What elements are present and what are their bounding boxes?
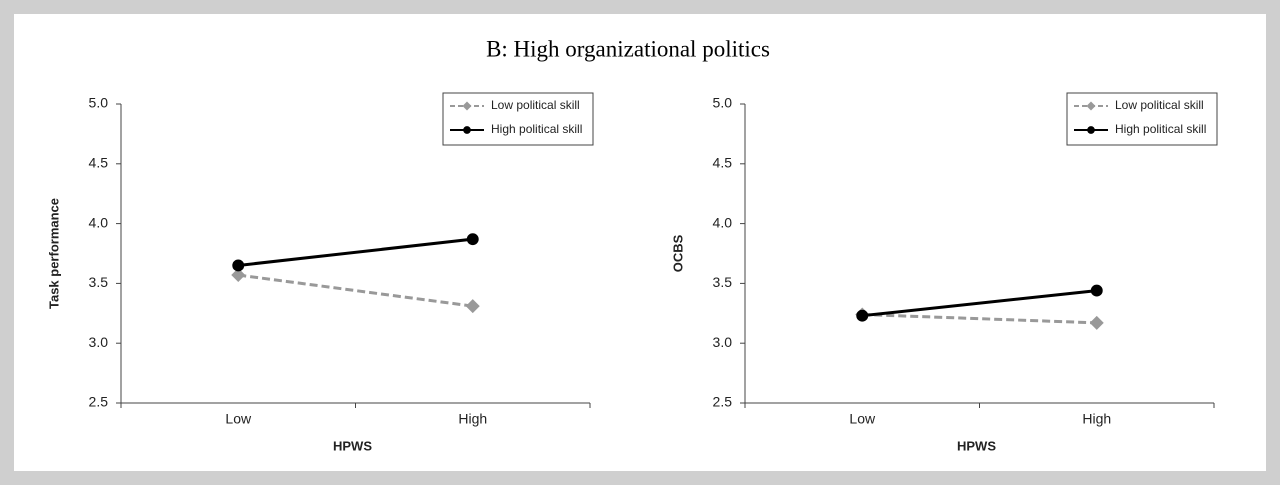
legend-label: Low political skill xyxy=(491,98,580,112)
series-line xyxy=(862,289,1097,318)
data-point xyxy=(1089,315,1104,330)
y-tick-label: 3.0 xyxy=(713,334,733,350)
legend-label: High political skill xyxy=(491,122,582,136)
x-tick-label: Low xyxy=(225,411,252,427)
data-point xyxy=(465,299,480,314)
y-tick-label: 4.0 xyxy=(713,214,733,230)
legend-marker xyxy=(1086,101,1096,111)
x-tick-label: High xyxy=(458,411,487,427)
y-tick-label: 3.5 xyxy=(713,274,733,290)
legend-marker xyxy=(1087,126,1095,134)
data-point xyxy=(1090,284,1103,297)
data-point xyxy=(856,309,869,322)
data-point xyxy=(232,259,245,272)
y-tick-label: 2.5 xyxy=(713,394,733,410)
chart-background xyxy=(14,14,1266,471)
y-tick-label: 5.0 xyxy=(713,95,733,111)
series-line xyxy=(862,312,1097,325)
series-line xyxy=(238,237,473,267)
x-axis-label: HPWS xyxy=(957,438,996,453)
chart-title: B: High organizational politics xyxy=(486,36,770,61)
legend-box xyxy=(442,92,594,146)
y-tick-label: 4.0 xyxy=(89,214,109,230)
x-tick-label: High xyxy=(1082,411,1111,427)
legend-label: Low political skill xyxy=(1115,98,1204,112)
y-tick-label: 4.5 xyxy=(89,155,109,171)
y-axis-label: OCBS xyxy=(670,234,685,272)
y-tick-label: 3.5 xyxy=(89,274,109,290)
y-axis-label: Task performance xyxy=(46,198,61,309)
legend-label: High political skill xyxy=(1115,122,1206,136)
y-tick-label: 2.5 xyxy=(89,394,109,410)
legend-marker xyxy=(463,126,471,134)
series-line xyxy=(238,273,473,308)
y-tick-label: 4.5 xyxy=(713,155,733,171)
data-point xyxy=(231,268,246,283)
data-point xyxy=(466,233,479,246)
y-tick-label: 5.0 xyxy=(89,95,109,111)
x-tick-label: Low xyxy=(849,411,876,427)
x-axis-label: HPWS xyxy=(333,438,372,453)
legend-marker xyxy=(462,101,472,111)
legend-box xyxy=(1066,92,1218,146)
y-tick-label: 3.0 xyxy=(89,334,109,350)
